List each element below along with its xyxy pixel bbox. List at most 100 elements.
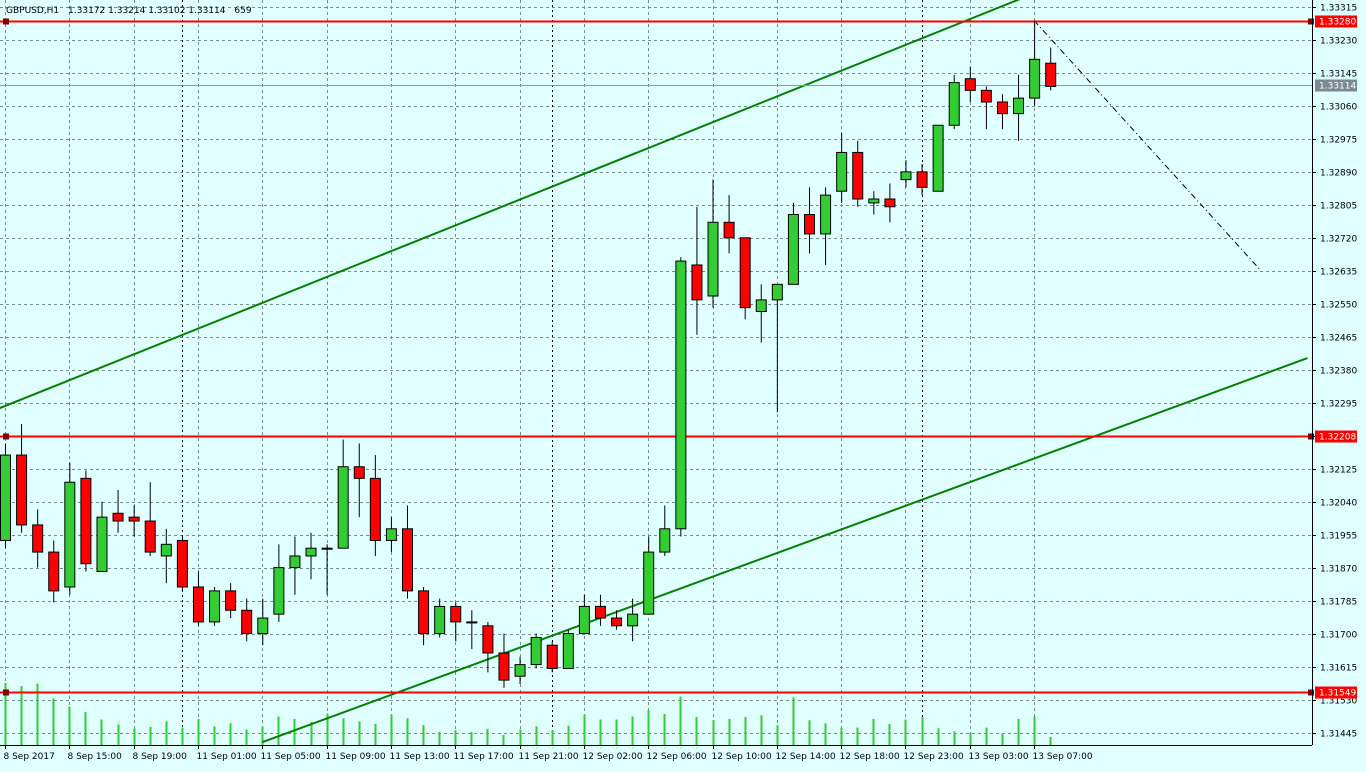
- time-tick-label: 8 Sep 2017: [4, 752, 55, 762]
- candle[interactable]: [627, 598, 639, 642]
- candle[interactable]: [868, 191, 880, 215]
- candle[interactable]: [1045, 47, 1057, 91]
- candle[interactable]: [771, 283, 783, 413]
- candle[interactable]: [900, 160, 912, 188]
- candle[interactable]: [305, 532, 317, 580]
- candle[interactable]: [980, 86, 992, 130]
- candle[interactable]: [611, 610, 623, 630]
- candle[interactable]: [337, 439, 349, 549]
- candle[interactable]: [192, 571, 204, 626]
- candle[interactable]: [434, 598, 446, 638]
- time-tick-label: 11 Sep 21:00: [519, 752, 579, 762]
- candle-body: [418, 590, 430, 635]
- candle[interactable]: [514, 656, 526, 684]
- candle-body: [305, 547, 317, 557]
- candle[interactable]: [385, 517, 397, 553]
- candle-body: [466, 621, 478, 624]
- candle[interactable]: [466, 610, 478, 650]
- candle[interactable]: [852, 140, 864, 207]
- candle[interactable]: [643, 536, 655, 615]
- candle-body: [1029, 58, 1041, 99]
- candle[interactable]: [273, 544, 285, 622]
- candle-body: [723, 221, 735, 239]
- candle[interactable]: [707, 179, 719, 308]
- candle[interactable]: [144, 482, 156, 556]
- candle[interactable]: [1013, 74, 1025, 141]
- candle[interactable]: [996, 94, 1008, 130]
- candle[interactable]: [450, 602, 462, 642]
- candle[interactable]: [836, 133, 848, 203]
- candle[interactable]: [32, 509, 44, 568]
- candle[interactable]: [96, 501, 108, 572]
- level-anchor-left[interactable]: [3, 689, 9, 696]
- candle[interactable]: [932, 124, 944, 192]
- candle[interactable]: [160, 528, 172, 584]
- candle-body: [450, 605, 462, 623]
- candle-body: [804, 214, 815, 235]
- candle[interactable]: [321, 544, 333, 595]
- candle[interactable]: [723, 195, 735, 254]
- candle[interactable]: [594, 594, 606, 626]
- candle[interactable]: [176, 536, 188, 591]
- candle-body: [128, 516, 140, 522]
- candle[interactable]: [482, 621, 494, 673]
- candle[interactable]: [916, 164, 928, 196]
- candle[interactable]: [209, 587, 221, 626]
- candle-body: [787, 214, 799, 285]
- candle[interactable]: [498, 633, 510, 688]
- candle[interactable]: [948, 74, 960, 130]
- candle[interactable]: [48, 540, 60, 603]
- candle[interactable]: [112, 490, 124, 533]
- candle[interactable]: [418, 587, 430, 646]
- candle-body: [192, 586, 204, 623]
- candle[interactable]: [755, 284, 767, 343]
- candle[interactable]: [353, 443, 365, 518]
- candle[interactable]: [128, 505, 140, 537]
- candle[interactable]: [820, 187, 832, 265]
- candle[interactable]: [257, 598, 269, 646]
- candle[interactable]: [530, 633, 542, 669]
- level-anchor-left[interactable]: [3, 18, 9, 25]
- candle[interactable]: [80, 470, 92, 572]
- candle[interactable]: [225, 583, 237, 619]
- candle[interactable]: [787, 202, 799, 285]
- candle[interactable]: [578, 594, 590, 635]
- candle-body: [820, 194, 832, 235]
- level-price-flag: [1315, 430, 1357, 443]
- trend-channel-line[interactable]: [0, 0, 1034, 432]
- candle[interactable]: [402, 505, 413, 599]
- candle[interactable]: [241, 598, 253, 642]
- candle[interactable]: [691, 206, 703, 335]
- candle[interactable]: [804, 187, 815, 254]
- candle[interactable]: [64, 462, 76, 595]
- candle[interactable]: [739, 237, 751, 320]
- trend-channel-line[interactable]: [261, 357, 1308, 744]
- level-anchor-right[interactable]: [1308, 18, 1314, 25]
- dashed-projection-line[interactable]: [1033, 20, 1260, 270]
- time-tick-label: 12 Sep 23:00: [904, 752, 964, 762]
- candle[interactable]: [289, 536, 301, 595]
- candle[interactable]: [884, 183, 896, 223]
- level-anchor-left[interactable]: [3, 433, 9, 440]
- candle[interactable]: [1029, 20, 1041, 106]
- level-anchor-right[interactable]: [1308, 689, 1314, 696]
- level-anchor-right[interactable]: [1308, 433, 1314, 440]
- time-tick-label: 13 Sep 03:00: [969, 752, 1029, 762]
- price-tick-label: 1.32125: [1320, 466, 1357, 476]
- candle[interactable]: [546, 641, 558, 673]
- candle[interactable]: [964, 67, 976, 102]
- level-price-flag-label: 1.32208: [1319, 433, 1356, 443]
- time-tick-label: 11 Sep 13:00: [390, 752, 450, 762]
- candle[interactable]: [0, 443, 11, 549]
- candle[interactable]: [675, 257, 687, 537]
- candle[interactable]: [659, 505, 671, 556]
- candle[interactable]: [562, 629, 574, 669]
- candle-body: [321, 547, 333, 550]
- candle[interactable]: [369, 455, 381, 556]
- time-tick-label: 13 Sep 07:00: [1033, 752, 1093, 762]
- candle[interactable]: [16, 424, 28, 533]
- candle-body: [112, 512, 124, 522]
- time-tick-label: 12 Sep 14:00: [776, 752, 836, 762]
